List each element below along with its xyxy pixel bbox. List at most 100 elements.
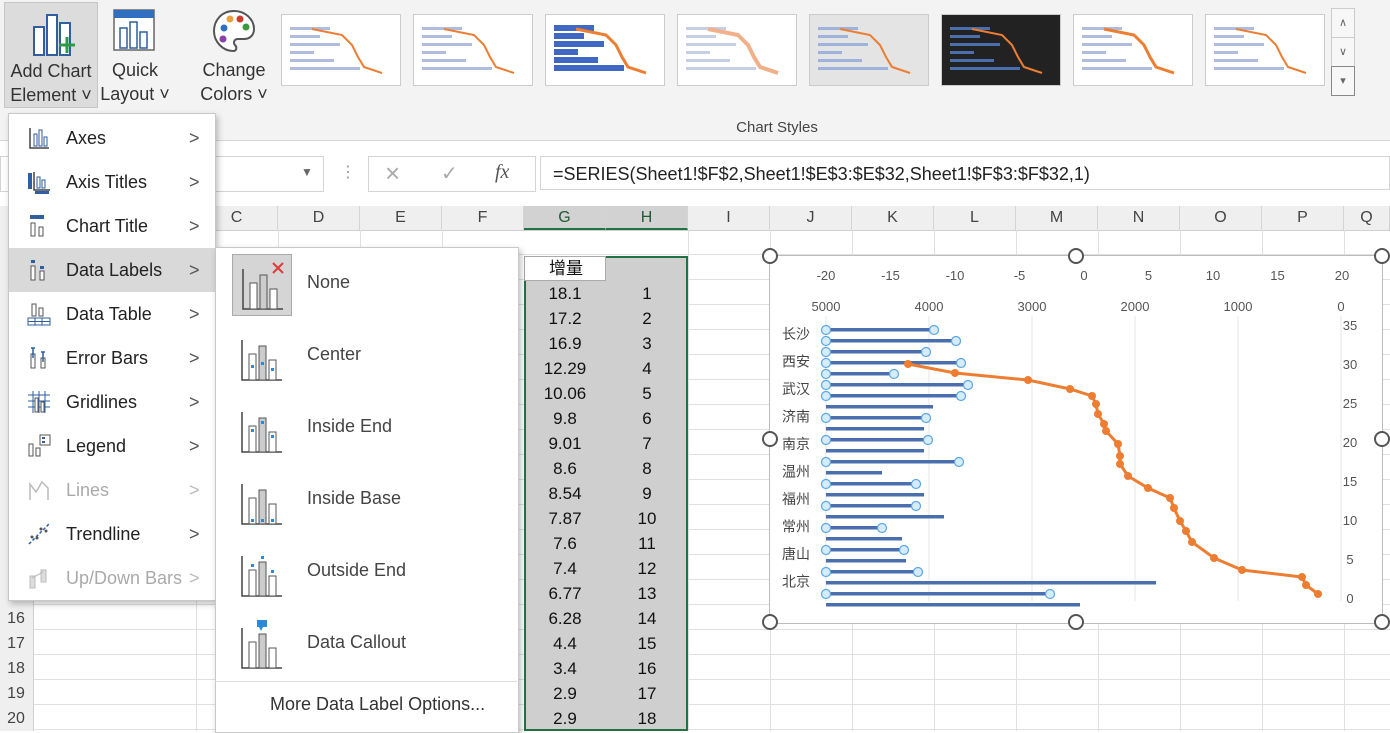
- cell-g[interactable]: 4.4: [553, 634, 577, 653]
- cell-g[interactable]: 7.87: [548, 509, 582, 528]
- chart-style-thumb-6[interactable]: [941, 14, 1061, 86]
- cell-g[interactable]: 8.6: [553, 459, 577, 478]
- menu-item-trendline[interactable]: Trendline >: [9, 512, 215, 556]
- cell-g[interactable]: 2.9: [553, 709, 577, 728]
- selected-range-g-h[interactable]: [524, 256, 688, 731]
- resize-handle-left[interactable]: [762, 431, 778, 447]
- row-header-17[interactable]: 17: [7, 635, 25, 652]
- column-header-o[interactable]: O: [1180, 206, 1262, 230]
- menu-item-data-table[interactable]: Data Table >: [9, 292, 215, 336]
- cell-g[interactable]: 9.01: [548, 434, 582, 453]
- column-header-q[interactable]: Q: [1344, 206, 1390, 230]
- chart-style-thumb-8[interactable]: [1205, 14, 1325, 86]
- resize-handle-right[interactable]: [1374, 431, 1390, 447]
- menu-item-data-labels[interactable]: Data Labels >: [9, 248, 215, 292]
- resize-handle-bottom-left[interactable]: [762, 614, 778, 630]
- row-header-18[interactable]: 18: [7, 660, 25, 677]
- cell-g[interactable]: 6.28: [548, 609, 582, 628]
- menu-item-legend[interactable]: Legend >: [9, 424, 215, 468]
- column-header-m[interactable]: M: [1016, 206, 1098, 230]
- menu-item-chart-title[interactable]: Chart Title >: [9, 204, 215, 248]
- chart-style-thumb-5[interactable]: [809, 14, 929, 86]
- cell-h[interactable]: 4: [642, 359, 652, 378]
- chart-style-thumb-1[interactable]: [281, 14, 401, 86]
- chart-style-thumb-2[interactable]: [413, 14, 533, 86]
- cell-g[interactable]: 7.6: [553, 534, 577, 553]
- name-box-dropdown-icon[interactable]: ▼: [301, 165, 313, 179]
- column-header-g[interactable]: G: [524, 206, 606, 230]
- column-header-k[interactable]: K: [852, 206, 934, 230]
- cell-h[interactable]: 8: [642, 459, 652, 478]
- column-header-j[interactable]: J: [770, 206, 852, 230]
- data-label-option-none[interactable]: None: [230, 254, 506, 316]
- more-data-label-options[interactable]: More Data Label Options...: [270, 694, 486, 714]
- menu-item-error-bars[interactable]: Error Bars >: [9, 336, 215, 380]
- cell-g[interactable]: 3.4: [553, 659, 577, 678]
- cell-h[interactable]: 6: [642, 409, 652, 428]
- chart-area[interactable]: -20 -15 -10 -5 0 5 10 15 20 5000 4000 3000 2000 1000 0…: [769, 255, 1383, 624]
- column-header-p[interactable]: P: [1262, 206, 1344, 230]
- add-chart-element-button[interactable]: Add Chart Element ˅: [4, 2, 98, 108]
- cell-h[interactable]: 10: [637, 509, 657, 528]
- cell-h[interactable]: 13: [637, 584, 657, 603]
- data-label-option-center[interactable]: Center: [230, 326, 506, 388]
- row-header-16[interactable]: 16: [7, 610, 25, 627]
- resize-handle-top-right[interactable]: [1374, 248, 1390, 264]
- cell-h[interactable]: 11: [638, 534, 656, 553]
- cell-h[interactable]: 14: [637, 609, 657, 628]
- column-header-h[interactable]: H: [606, 206, 688, 230]
- cell-g[interactable]: 6.77: [548, 584, 582, 603]
- data-label-option-data-callout[interactable]: Data Callout: [230, 614, 506, 676]
- header-cell-g[interactable]: 增量: [524, 256, 606, 281]
- column-header-f[interactable]: F: [442, 206, 524, 230]
- insert-function-icon[interactable]: fx: [495, 161, 510, 183]
- quick-layout-button[interactable]: Quick Layout ˅: [100, 2, 170, 106]
- column-header-e[interactable]: E: [360, 206, 442, 230]
- column-header-n[interactable]: N: [1098, 206, 1180, 230]
- row-header-19[interactable]: 19: [7, 685, 25, 702]
- gallery-more-button[interactable]: ▾: [1331, 66, 1355, 96]
- cell-g[interactable]: 16.9: [548, 334, 582, 353]
- cell-h[interactable]: 7: [642, 434, 652, 453]
- menu-item-gridlines[interactable]: Gridlines >: [9, 380, 215, 424]
- column-header-d[interactable]: D: [278, 206, 360, 230]
- resize-handle-bottom[interactable]: [1068, 614, 1084, 630]
- cell-h[interactable]: 9: [642, 484, 652, 503]
- data-label-option-inside-end[interactable]: Inside End: [230, 398, 506, 460]
- chart-style-thumb-7[interactable]: [1073, 14, 1193, 86]
- column-header-l[interactable]: L: [934, 206, 1016, 230]
- data-label-option-outside-end[interactable]: Outside End: [230, 542, 506, 604]
- cell-g[interactable]: 2.9: [553, 684, 577, 703]
- cell-g[interactable]: 9.8: [553, 409, 577, 428]
- menu-item-axis-titles[interactable]: Axis Titles >: [9, 160, 215, 204]
- cell-g[interactable]: 8.54: [548, 484, 582, 503]
- cell-h[interactable]: 1: [642, 284, 652, 303]
- cell-h[interactable]: 2: [642, 309, 652, 328]
- cancel-icon[interactable]: ×: [385, 158, 401, 188]
- gallery-down-button[interactable]: ∨: [1331, 37, 1355, 67]
- cell-g[interactable]: 17.2: [548, 309, 582, 328]
- cell-h[interactable]: 3: [642, 334, 652, 353]
- column-header-i[interactable]: I: [688, 206, 770, 230]
- menu-item-axes[interactable]: Axes >: [9, 116, 215, 160]
- cell-h[interactable]: 15: [637, 634, 657, 653]
- cell-h[interactable]: 17: [637, 684, 657, 703]
- cell-g[interactable]: 7.4: [553, 559, 577, 578]
- formula-input[interactable]: =SERIES(Sheet1!$F$2,Sheet1!$E$3:$E$32,Sh…: [540, 156, 1390, 190]
- cell-g[interactable]: 12.29: [543, 359, 587, 378]
- gallery-up-button[interactable]: ∧: [1331, 8, 1355, 38]
- column-header-c[interactable]: C: [196, 206, 278, 230]
- enter-icon[interactable]: ✓: [441, 163, 458, 185]
- cell-g[interactable]: 10.06: [543, 384, 587, 403]
- change-colors-button[interactable]: Change Colors ˅: [196, 2, 272, 106]
- row-header-20[interactable]: 20: [7, 710, 25, 727]
- cell-h[interactable]: 16: [637, 659, 657, 678]
- chart-style-thumb-3[interactable]: [545, 14, 665, 86]
- resize-handle-top[interactable]: [1068, 248, 1084, 264]
- resize-handle-bottom-right[interactable]: [1374, 614, 1390, 630]
- cell-h[interactable]: 5: [642, 384, 652, 403]
- cell-h[interactable]: 12: [637, 559, 657, 578]
- chart-style-thumb-4[interactable]: [677, 14, 797, 86]
- data-label-option-inside-base[interactable]: Inside Base: [230, 470, 506, 532]
- resize-handle-top-left[interactable]: [762, 248, 778, 264]
